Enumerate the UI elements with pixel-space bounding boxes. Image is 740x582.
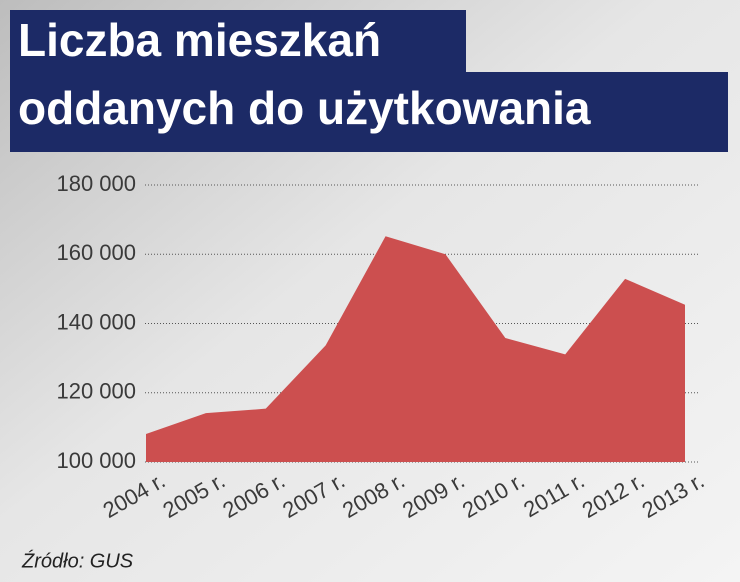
area [146, 236, 685, 462]
title-box [10, 10, 466, 74]
y-tick-label: 140 000 [56, 309, 136, 334]
y-tick-label: 100 000 [56, 448, 136, 473]
chart-title: Liczba mieszkań [18, 14, 381, 66]
title-box [10, 72, 728, 152]
y-tick-label: 160 000 [56, 240, 136, 265]
y-tick-label: 120 000 [56, 379, 136, 404]
source: Źródło: GUS [21, 549, 134, 572]
chart-title: oddanych do użytkowania [18, 82, 591, 134]
y-tick-label: 180 000 [56, 171, 136, 196]
